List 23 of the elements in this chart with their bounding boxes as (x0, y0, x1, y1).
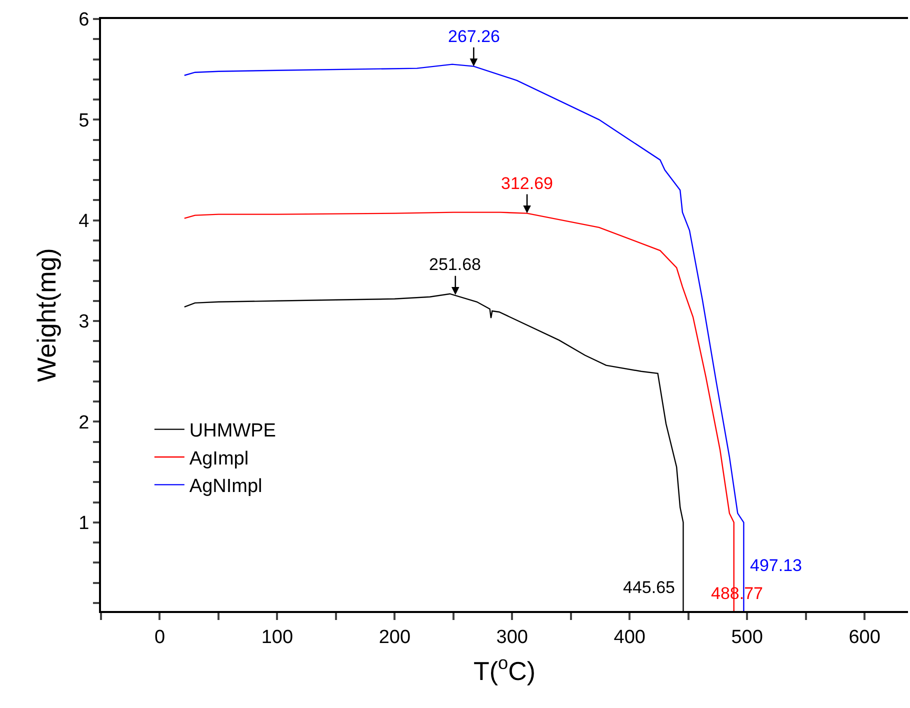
annotation: 267.26 (448, 27, 500, 46)
annotation: 445.65 (623, 578, 675, 597)
x-tick-label: 500 (731, 626, 763, 648)
x-tick-label: 600 (848, 626, 880, 648)
legend-label: AgImpl (189, 448, 249, 470)
x-tick-label: 300 (496, 626, 528, 648)
y-tick-label: 5 (78, 110, 90, 132)
annotation: 312.69 (501, 174, 553, 193)
annotation: 251.68 (429, 255, 481, 274)
y-tick-label: 6 (78, 10, 90, 31)
x-tick-label: 200 (378, 626, 411, 648)
y-tick-label: 2 (78, 412, 90, 434)
legend-label: UHMWPE (189, 420, 276, 442)
y-tick-label: 3 (78, 312, 90, 333)
x-tick-label: 0 (154, 626, 166, 648)
y-axis-title: Weight(mg) (32, 248, 62, 382)
legend-label: AgNImpl (189, 476, 262, 498)
y-tick-label: 1 (78, 513, 90, 534)
y-tick-label: 4 (78, 211, 90, 232)
x-axis-title: T($^{o}$C) (473, 653, 536, 686)
x-tick-label: 400 (614, 626, 646, 648)
annotation: 497.13 (750, 556, 802, 575)
x-tick-label: 100 (261, 626, 294, 648)
